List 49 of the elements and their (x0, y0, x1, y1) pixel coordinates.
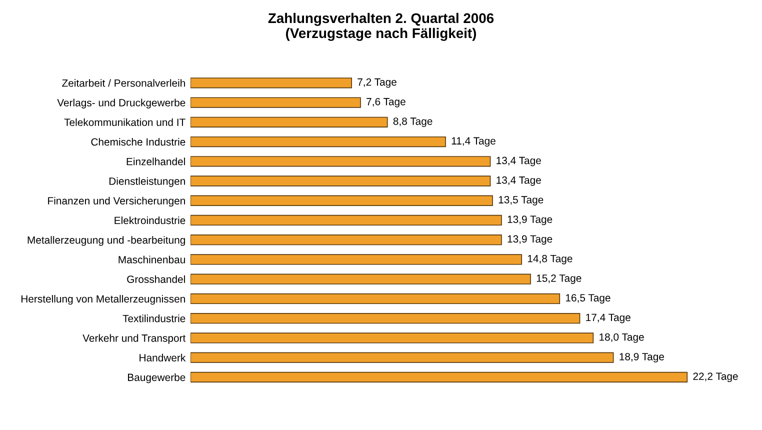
bar (190, 352, 614, 363)
data-label: 13,5 Tage (498, 196, 544, 206)
y-tick-label: Textilindustrie (122, 314, 186, 322)
data-label: 13,9 Tage (508, 235, 552, 245)
y-tick-label: Baugewerbe (128, 373, 186, 384)
y-tick-label: Verkehr und Transport (82, 334, 186, 344)
bar (190, 214, 502, 226)
data-label: 15,2 Tage (536, 274, 582, 284)
data-label: 16,5 Tage (566, 294, 610, 304)
bar (190, 332, 594, 344)
chart-title: Zahlungsverhalten 2. Quartal 2006 (Verzugstage nach Fälligkeit) (268, 12, 494, 41)
bar (190, 116, 388, 128)
data-label: 18,0 Tage (600, 333, 644, 343)
y-tick-label: Herstellung von Metallerzeugnissen (21, 294, 185, 305)
data-label: 11,4 Tage (452, 137, 496, 147)
y-tick-label: Zeitarbeit / Personalverleih (62, 79, 185, 87)
bar (190, 254, 522, 265)
y-tick-label: Verlags- und Druckgewerbe (57, 98, 186, 108)
y-tick-label: Grosshandel (127, 275, 185, 283)
data-label: 13,4 Tage (496, 156, 541, 166)
bar (190, 136, 446, 148)
y-tick-label: Elektroindustrie (114, 216, 186, 224)
y-tick-label: Dienstleistungen (109, 177, 185, 187)
bar (190, 372, 688, 383)
y-tick-label: Finanzen und Versicherungen (48, 196, 185, 207)
bar (190, 176, 491, 186)
y-tick-label: Handwerk (140, 354, 186, 362)
y-tick-label: Telekommunikation und IT (64, 118, 186, 126)
data-label: 17,4 Tage (586, 314, 630, 324)
data-label: 13,4 Tage (496, 176, 541, 186)
data-label: 18,9 Tage (620, 352, 664, 362)
bar (190, 195, 493, 206)
bar (190, 97, 361, 108)
data-label: 13,9 Tage (508, 216, 552, 226)
data-label: 14,8 Tage (528, 254, 572, 264)
data-label: 8,8 Tage (393, 118, 432, 127)
data-label: 7,2 Tage (358, 78, 396, 88)
bar (190, 234, 502, 246)
bar (190, 156, 491, 167)
bar (190, 78, 352, 88)
y-tick-label: Maschinenbau (118, 256, 185, 264)
data-label: 7,6 Tage (366, 98, 406, 108)
bar (190, 313, 580, 324)
bar (190, 293, 560, 304)
data-label: 22,2 Tage (693, 372, 738, 382)
y-tick-label: Metallerzeugung und -bearbeitung (28, 236, 185, 246)
y-tick-label: Einzelhandel (126, 158, 185, 166)
y-tick-label: Chemische Industrie (91, 138, 186, 146)
bar (190, 274, 531, 284)
